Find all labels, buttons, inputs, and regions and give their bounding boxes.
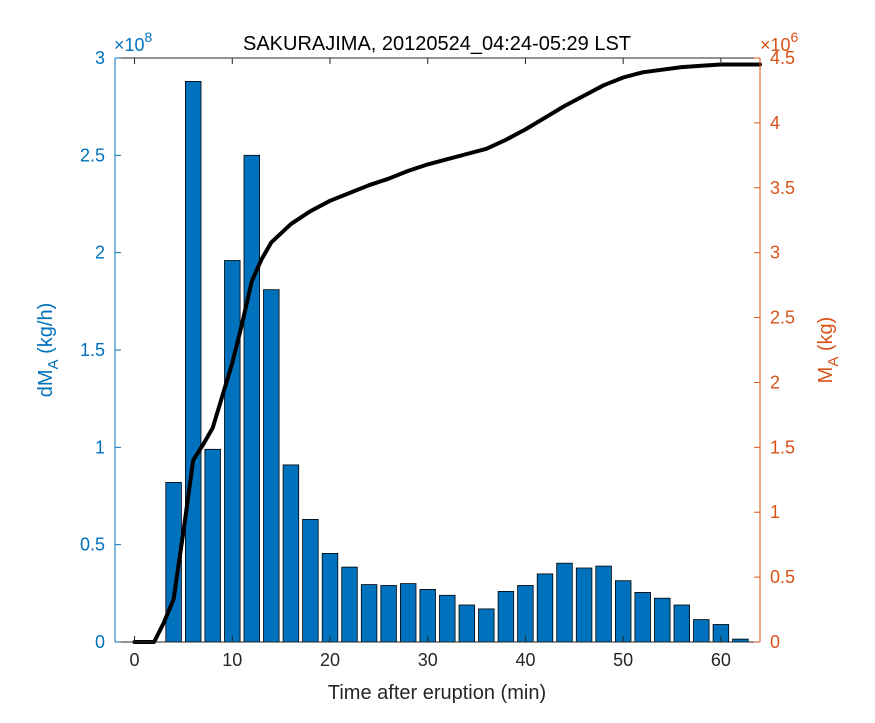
right-y-tick-label: 2: [770, 372, 780, 392]
right-y-tick-label: 4.5: [770, 48, 795, 68]
bar: [243, 154, 261, 643]
left-label-main: dM: [35, 369, 57, 397]
bar: [458, 604, 476, 643]
bar: [302, 519, 319, 643]
right-y-tick-label: 2.5: [770, 308, 795, 328]
left-axis-exponent: ×108: [114, 29, 153, 55]
bar: [341, 566, 358, 643]
left-y-tick-label: 0.5: [80, 535, 105, 555]
labels-layer: SAKURAJIMA, 20120524_04:24-05:29 LST Tim…: [35, 29, 842, 704]
bar: [517, 585, 534, 643]
x-axis-label: Time after eruption (min): [328, 682, 546, 704]
bar: [693, 619, 710, 643]
right-y-tick-label: 0: [770, 632, 780, 652]
left-y-axis-label: dMA (kg/h): [35, 303, 62, 398]
left-y-tick-label: 0: [95, 632, 105, 652]
x-tick-label: 40: [515, 650, 535, 670]
left-exponent-base: ×10: [114, 35, 145, 55]
x-tick-label: 60: [711, 650, 731, 670]
x-tick-label: 50: [613, 650, 633, 670]
chart-title: SAKURAJIMA, 20120524_04:24-05:29 LST: [243, 33, 631, 55]
bar: [595, 565, 612, 643]
bar: [673, 604, 691, 643]
x-tick-label: 20: [320, 650, 340, 670]
bar: [536, 573, 554, 643]
right-axis-exponent: ×106: [760, 29, 799, 55]
bar: [419, 589, 436, 643]
right-y-tick-label: 3.5: [770, 178, 795, 198]
bar: [263, 289, 280, 643]
right-y-tick-label: 3: [770, 243, 780, 263]
bar: [224, 260, 241, 643]
left-label-unit: (kg/h): [35, 303, 57, 360]
bar: [380, 585, 397, 643]
x-tick-label: 30: [418, 650, 438, 670]
right-y-axis-label: MA (kg): [815, 317, 842, 384]
right-label-sub: A: [825, 357, 842, 367]
bar: [634, 592, 651, 643]
bar: [204, 448, 221, 643]
bar: [360, 584, 378, 643]
left-exponent-power: 8: [145, 29, 153, 45]
x-tick-label: 10: [222, 650, 242, 670]
bar: [184, 81, 202, 643]
right-y-tick-label: 1: [770, 502, 780, 522]
right-y-tick-label: 4: [770, 113, 780, 133]
left-label-sub: A: [45, 359, 62, 369]
left-y-tick-label: 1.5: [80, 340, 105, 360]
right-y-tick-label: 1.5: [770, 437, 795, 457]
left-y-tick-label: 2: [95, 243, 105, 263]
right-y-tick-label: 0.5: [770, 567, 795, 587]
left-y-tick-label: 1: [95, 437, 105, 457]
right-exponent-power: 6: [791, 29, 799, 45]
x-tick-label: 0: [130, 650, 140, 670]
cumulative-mass-line: [132, 62, 762, 644]
bar: [654, 597, 671, 643]
bar: [497, 591, 515, 643]
line-layer: [132, 62, 762, 644]
bar: [399, 583, 417, 643]
bar: [556, 562, 573, 643]
bar: [478, 608, 495, 643]
left-y-tick-label: 2.5: [80, 145, 105, 165]
right-exponent-base: ×10: [760, 35, 791, 55]
bar: [439, 594, 456, 643]
right-label-main: M: [815, 367, 837, 384]
bar: [615, 580, 632, 643]
left-y-tick-label: 3: [95, 48, 105, 68]
bar: [575, 567, 593, 643]
right-label-unit: (kg): [815, 317, 837, 357]
axes-layer: 0 10 20 30 40 50 6000.511.522.5300.511.522.533…: [80, 48, 795, 670]
bar: [282, 464, 300, 643]
bar: [321, 553, 339, 643]
